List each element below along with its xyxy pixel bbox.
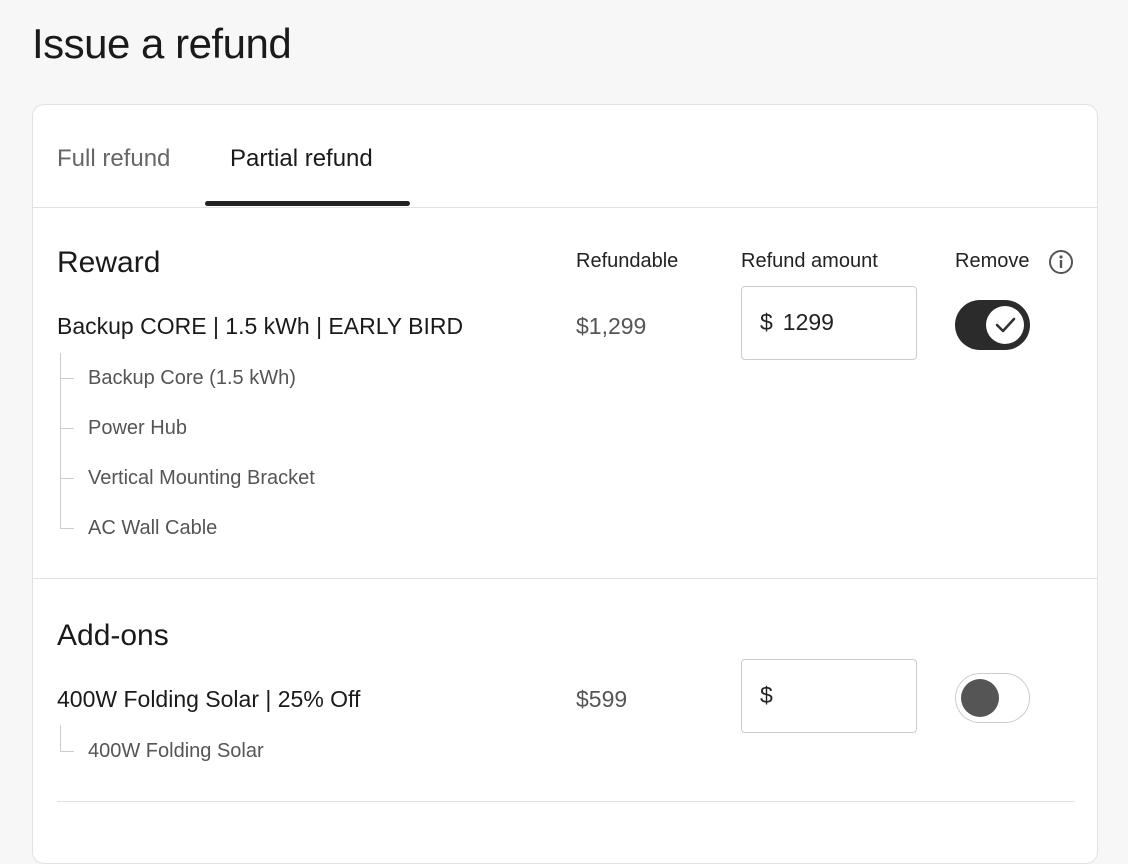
addon-remove-toggle[interactable] xyxy=(955,673,1030,723)
tab-full-refund[interactable]: Full refund xyxy=(57,145,171,172)
reward-item-name: Backup CORE | 1.5 kWh | EARLY BIRD xyxy=(57,313,464,339)
refund-card: Full refund Partial refund Reward Refund… xyxy=(32,104,1098,864)
currency-symbol: $ xyxy=(760,309,773,335)
addon-refund-amount-input[interactable]: $ xyxy=(741,659,917,733)
currency-symbol: $ xyxy=(760,682,773,708)
column-header-refundable: Refundable xyxy=(576,250,679,272)
component-item: AC Wall Cable xyxy=(88,517,218,539)
section-title-add-ons: Add-ons xyxy=(57,619,169,652)
column-header-remove: Remove xyxy=(955,250,1030,272)
refund-amount-value: 1299 xyxy=(782,309,834,335)
reward-remove-toggle[interactable] xyxy=(955,300,1030,350)
component-item: Vertical Mounting Bracket xyxy=(88,467,315,489)
component-tree-line xyxy=(60,725,61,752)
toggle-knob xyxy=(986,306,1024,344)
addon-item-name: 400W Folding Solar | 25% Off xyxy=(57,686,361,712)
toggle-knob xyxy=(961,679,999,717)
tab-bar: Full refund Partial refund xyxy=(33,105,1097,208)
component-item: Power Hub xyxy=(88,417,187,439)
tab-partial-refund[interactable]: Partial refund xyxy=(230,145,373,172)
item-divider xyxy=(57,801,1074,802)
check-icon xyxy=(995,317,1016,333)
addon-refundable-amount: $599 xyxy=(576,686,628,712)
component-item: Backup Core (1.5 kWh) xyxy=(88,367,296,389)
reward-refund-amount-input[interactable]: $ 1299 xyxy=(741,286,917,360)
section-title-reward: Reward xyxy=(57,246,161,279)
column-header-refund-amount: Refund amount xyxy=(741,250,878,272)
info-circle-icon[interactable] xyxy=(1048,249,1074,280)
component-item: 400W Folding Solar xyxy=(88,740,264,762)
active-tab-indicator xyxy=(205,201,410,206)
page-title: Issue a refund xyxy=(32,20,292,67)
section-divider xyxy=(33,578,1097,579)
reward-refundable-amount: $1,299 xyxy=(576,313,647,339)
component-tree-line xyxy=(60,353,61,528)
